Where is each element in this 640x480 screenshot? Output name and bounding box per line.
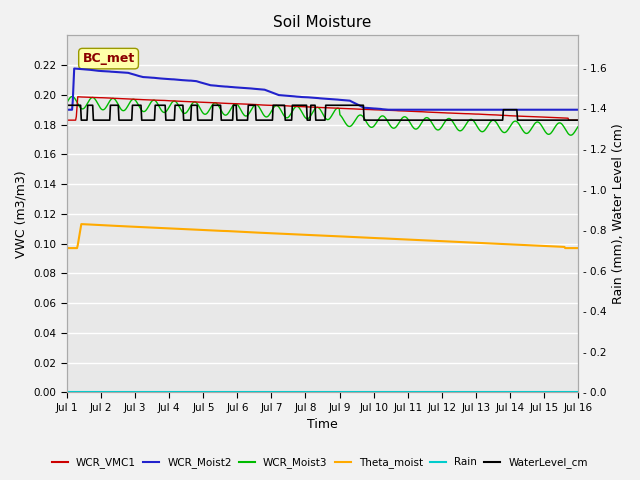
X-axis label: Time: Time — [307, 419, 338, 432]
Text: BC_met: BC_met — [83, 52, 134, 65]
Legend: WCR_VMC1, WCR_Moist2, WCR_Moist3, Theta_moist, Rain, WaterLevel_cm: WCR_VMC1, WCR_Moist2, WCR_Moist3, Theta_… — [48, 453, 592, 472]
Y-axis label: VWC (m3/m3): VWC (m3/m3) — [15, 170, 28, 258]
Title: Soil Moisture: Soil Moisture — [273, 15, 372, 30]
Y-axis label: Rain (mm), Water Level (cm): Rain (mm), Water Level (cm) — [612, 123, 625, 304]
